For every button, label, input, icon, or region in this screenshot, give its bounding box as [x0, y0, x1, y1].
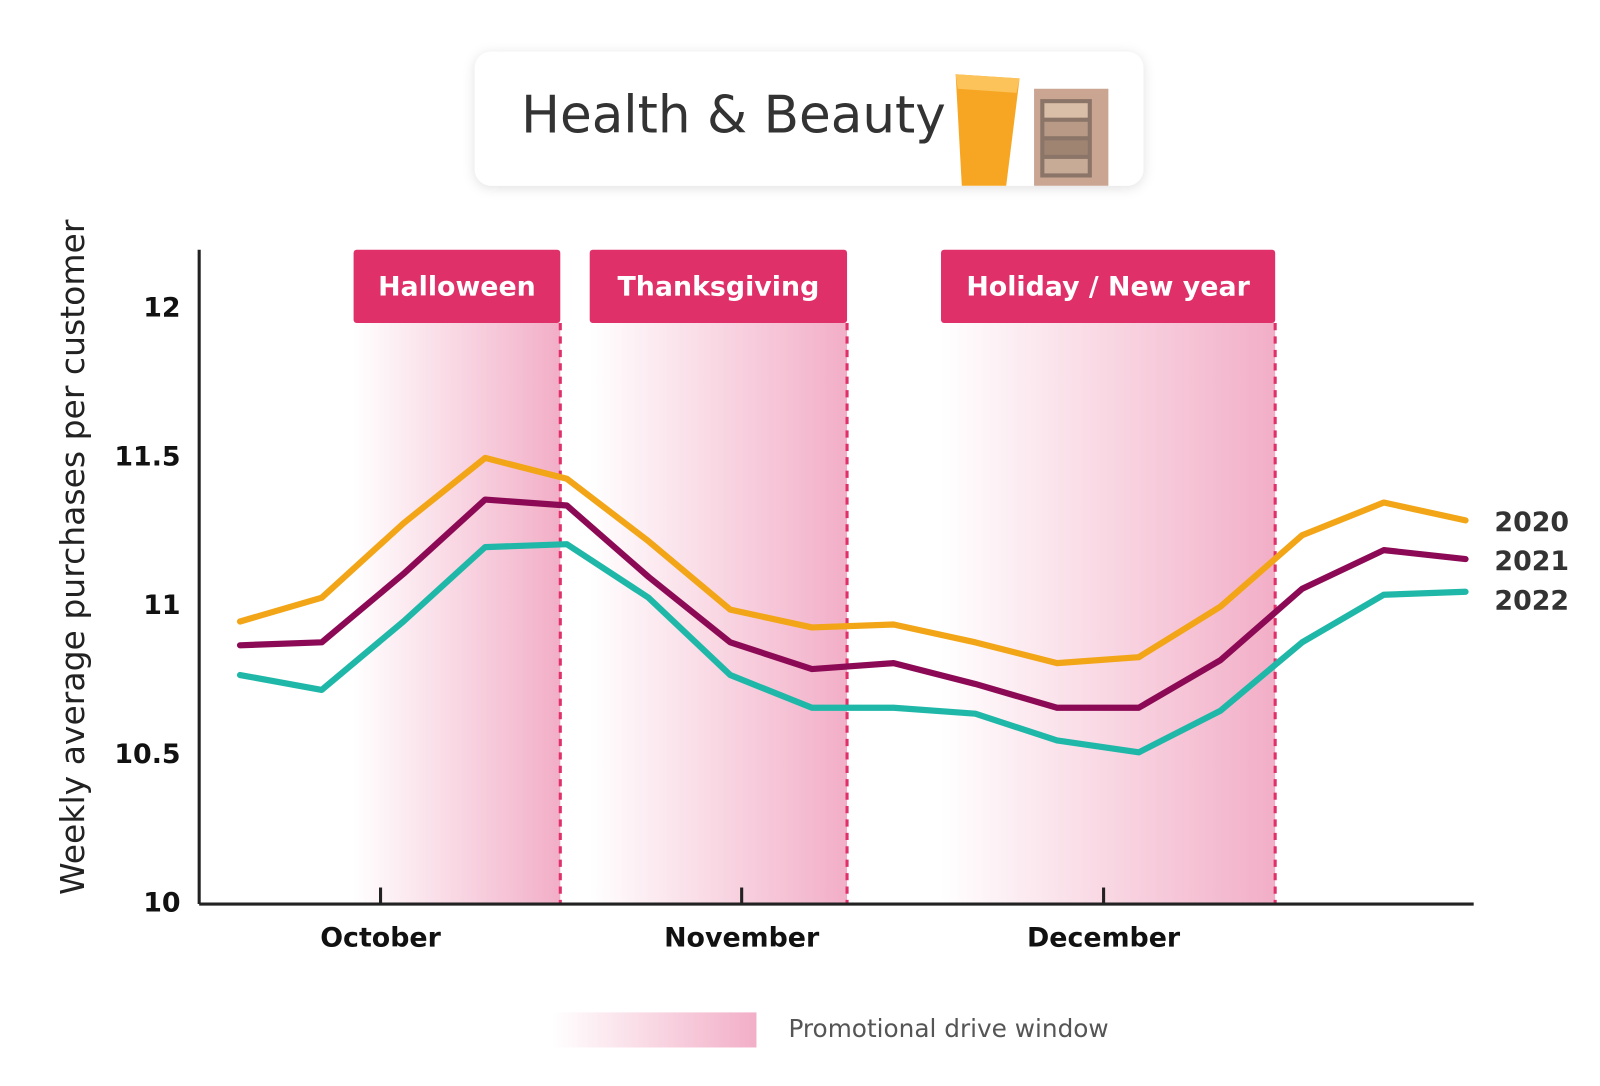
product-icons	[955, 74, 1109, 186]
y-axis-label: Weekly average purchases per customer	[53, 219, 92, 895]
window-label-box	[941, 249, 1276, 324]
x-tick-label: November	[664, 923, 820, 954]
y-tick-label: 11	[143, 590, 180, 621]
legend-label: Promotional drive window	[788, 1014, 1108, 1043]
y-tick-label: 10.5	[114, 739, 180, 770]
window-label: Halloween	[378, 271, 536, 302]
promo-window	[589, 323, 848, 905]
series-label: 2021	[1494, 546, 1569, 577]
series-label: 2022	[1494, 585, 1569, 616]
chart-title: Health & Beauty	[521, 86, 946, 146]
series-line	[236, 541, 1469, 756]
x-tick-label: October	[320, 923, 441, 954]
chart-body: Health & Beauty Weekly average purchases…	[53, 51, 1569, 1048]
promo-window	[353, 323, 561, 905]
y-tick-label: 11.5	[114, 441, 180, 472]
window-label-box	[589, 249, 848, 324]
window-label: Holiday / New year	[966, 271, 1250, 302]
window-label-box	[353, 249, 561, 324]
legend-swatch	[552, 1012, 757, 1048]
y-tick-label: 12	[143, 293, 180, 324]
x-tick-label: December	[1027, 923, 1181, 954]
window-label: Thanksgiving	[617, 271, 819, 302]
plot: Halloween Thanksgiving Holiday / New year 1…	[114, 249, 1569, 1048]
series-line	[236, 454, 1469, 667]
series-label: 2020	[1494, 507, 1569, 538]
y-tick-label: 10	[143, 888, 180, 919]
promo-window	[941, 323, 1276, 905]
series-line	[236, 496, 1469, 711]
